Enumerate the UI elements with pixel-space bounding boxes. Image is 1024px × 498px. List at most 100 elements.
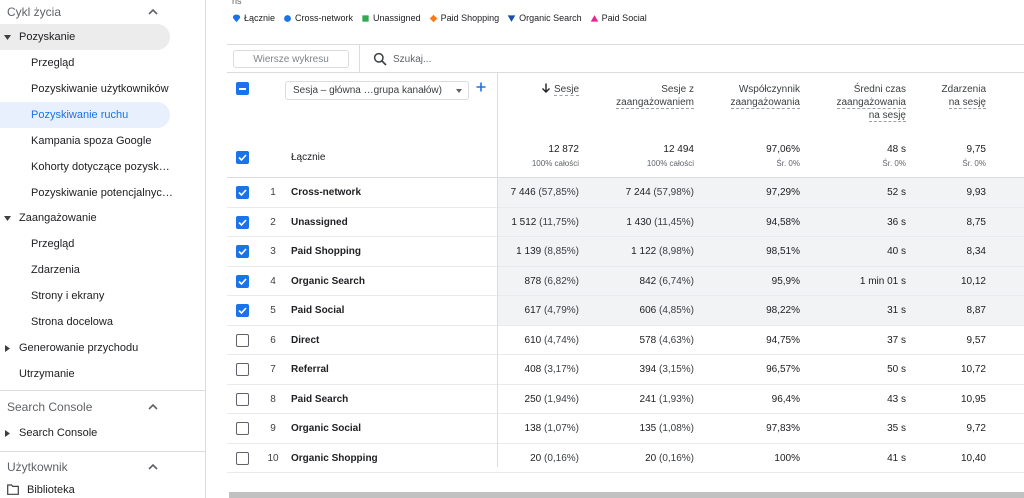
row-checkbox[interactable]	[236, 304, 249, 317]
legend-item-paid-shopping[interactable]: Paid Shopping	[429, 13, 499, 23]
nav-item-pages-screens[interactable]: Strony i ekrany	[0, 283, 170, 309]
cell-share: (11,45%)	[654, 216, 694, 228]
row-channel-name[interactable]: Cross-network	[291, 187, 362, 198]
chevron-up-icon[interactable]	[146, 460, 160, 474]
nav-item-non-google-campaign[interactable]: Kampania spoza Google	[0, 128, 170, 154]
column-header-engagement-rate[interactable]: Współczynnik zaangażowania	[705, 83, 800, 109]
row-channel-name[interactable]: Referral	[291, 364, 329, 375]
row-channel-name[interactable]: Organic Search	[291, 275, 365, 287]
section-header-user[interactable]: Użytkownik	[0, 455, 205, 479]
legend-item-paid-social[interactable]: Paid Social	[590, 13, 647, 23]
row-channel-name[interactable]: Direct	[291, 334, 320, 346]
caret-right-icon	[5, 430, 10, 437]
row-checkbox[interactable]	[236, 333, 249, 347]
cell-value: 408	[524, 364, 542, 375]
table-row[interactable]: 1 Cross-network 7 446 (57,85%) 7 244 (57,98…	[227, 178, 1024, 208]
cell-share: (6,74%)	[658, 275, 694, 287]
cell-engagement-rate: 97,83%	[766, 423, 800, 434]
column-header-events-per-session[interactable]: Zdarzenia na sesję	[917, 83, 986, 109]
nav-item-events[interactable]: Zdarzenia	[0, 257, 170, 283]
table-header: Sesja – główna …grupa kanałów) Sesje Ses…	[227, 73, 1024, 136]
legend-item-cross-network[interactable]: Cross-network	[283, 13, 353, 23]
row-checkbox[interactable]	[236, 392, 249, 406]
plus-icon[interactable]	[474, 80, 488, 94]
nav-group-engagement[interactable]: Zaangażowanie	[0, 205, 205, 231]
nav-group-retention[interactable]: Utrzymanie	[0, 361, 205, 387]
section-header-lifecycle[interactable]: Cykl życia	[0, 0, 205, 24]
column-header-avg-engagement-time[interactable]: Średni czas zaangażowania na sesję	[811, 83, 906, 122]
nav-group-label: Utrzymanie	[19, 368, 75, 380]
table-row[interactable]: 2 Unassigned 1 512 (11,75%) 1 430 (11,45%) 9…	[227, 207, 1024, 237]
nav-item-eng-overview[interactable]: Przegląd	[0, 231, 170, 257]
cell-avg-engagement-time: 37 s	[887, 334, 906, 346]
table-row[interactable]: 6 Direct 610 (4,74%) 578 (4,63%) 94,75% 37 s 9…	[227, 325, 1024, 355]
chevron-up-icon[interactable]	[146, 400, 160, 414]
nav-group-monetization[interactable]: Generowanie przychodu	[0, 335, 205, 361]
cell-events-per-session: 9,72	[966, 423, 986, 434]
nav-item-label: Zdarzenia	[31, 264, 80, 276]
horizontal-scrollbar[interactable]	[229, 492, 1024, 498]
chevron-up-icon[interactable]	[146, 5, 160, 19]
nav-item-user-acquisition[interactable]: Pozyskiwanie użytkowników	[0, 76, 170, 102]
legend-item-unassigned[interactable]: Unassigned	[361, 13, 421, 23]
row-checkbox[interactable]	[236, 422, 249, 435]
section-header-search-console[interactable]: Search Console	[0, 395, 205, 419]
legend-item-organic-search[interactable]: Organic Search	[507, 13, 582, 23]
row-dimension-cell	[227, 325, 497, 354]
row-index: 5	[270, 305, 276, 316]
row-checkbox[interactable]	[236, 215, 249, 229]
column-header-label: zaangażowaniem	[616, 97, 694, 109]
row-index: 4	[270, 275, 276, 287]
cell-engaged-sessions: 241 (1,93%)	[599, 394, 694, 405]
nav-item-lead-acquisition[interactable]: Pozyskiwanie potencjalnyc…	[0, 180, 173, 206]
diamond-marker-icon	[429, 14, 437, 22]
chart-rows-button[interactable]: Wiersze wykresu	[233, 50, 349, 68]
row-channel-name[interactable]: Paid Social	[291, 305, 345, 316]
check-icon	[238, 248, 247, 256]
table-row[interactable]: 9 Organic Social 138 (1,07%) 135 (1,08%) 97,…	[227, 414, 1024, 444]
row-checkbox[interactable]	[236, 186, 249, 199]
dimension-select[interactable]: Sesja – główna …grupa kanałów)	[285, 81, 469, 100]
nav-item-label: Przegląd	[31, 57, 75, 69]
table-row[interactable]: 3 Paid Shopping 1 139 (8,85%) 1 122 (8,98%)…	[227, 237, 1024, 267]
search-input[interactable]	[393, 51, 693, 67]
nav-group-acquisition[interactable]: Pozyskanie	[0, 24, 170, 50]
column-header-label: Średni czas	[853, 84, 906, 95]
legend-item-total[interactable]: Łącznie	[232, 13, 275, 23]
cell-share: (3,17%)	[543, 364, 579, 375]
nav-item-acq-overview[interactable]: Przegląd	[0, 50, 170, 76]
check-icon	[238, 189, 247, 197]
table-row[interactable]: 7 Referral 408 (3,17%) 394 (3,15%) 96,57% 50 …	[227, 355, 1024, 385]
table-row[interactable]: 10 Organic Shopping 20 (0,16%) 20 (0,16%) 10…	[227, 443, 1024, 473]
row-channel-name[interactable]: Unassigned	[291, 216, 348, 228]
row-channel-name[interactable]: Organic Social	[291, 423, 362, 434]
row-channel-name[interactable]: Organic Shopping	[291, 452, 378, 464]
row-checkbox[interactable]	[236, 245, 249, 258]
row-checkbox[interactable]	[236, 451, 249, 465]
section-label: Użytkownik	[7, 460, 68, 474]
table-row[interactable]: 4 Organic Search 878 (6,82%) 842 (6,74%) 95,…	[227, 266, 1024, 296]
nav-item-traffic-acquisition[interactable]: Pozyskiwanie ruchu	[0, 102, 170, 128]
nav-item-acq-cohorts[interactable]: Kohorty dotyczące pozysk…	[0, 154, 170, 180]
cell-engaged-sessions: 394 (3,15%)	[599, 364, 694, 375]
table-row[interactable]: 8 Paid Search 250 (1,94%) 241 (1,93%) 96,4% 4…	[227, 384, 1024, 414]
row-channel-name[interactable]: Paid Shopping	[291, 246, 361, 257]
cell-avg-engagement-time: 40 s	[887, 246, 906, 257]
legend-label: Organic Search	[519, 13, 582, 23]
select-all-checkbox[interactable]	[236, 82, 249, 95]
nav-group-label: Search Console	[19, 427, 98, 439]
cell-share: (0,16%)	[658, 452, 694, 464]
total-checkbox[interactable]	[236, 151, 249, 164]
table-row[interactable]: 5 Paid Social 617 (4,79%) 606 (4,85%) 98,22%…	[227, 296, 1024, 326]
nav-item-library[interactable]: Biblioteka	[0, 477, 75, 498]
column-header-sessions[interactable]: Sesje	[509, 83, 579, 96]
column-header-label: zaangażowania	[730, 97, 800, 109]
row-channel-name[interactable]: Paid Search	[291, 393, 349, 405]
row-checkbox[interactable]	[236, 274, 249, 288]
column-header-engaged-sessions[interactable]: Sesje z zaangażowaniem	[599, 83, 694, 109]
nav-group-search-console[interactable]: Search Console	[0, 420, 205, 446]
row-checkbox[interactable]	[236, 363, 249, 376]
cell-engaged-sessions: 606 (4,85%)	[599, 305, 694, 316]
nav-item-landing-page[interactable]: Strona docelowa	[0, 309, 170, 335]
legend-label: Paid Social	[601, 13, 647, 23]
